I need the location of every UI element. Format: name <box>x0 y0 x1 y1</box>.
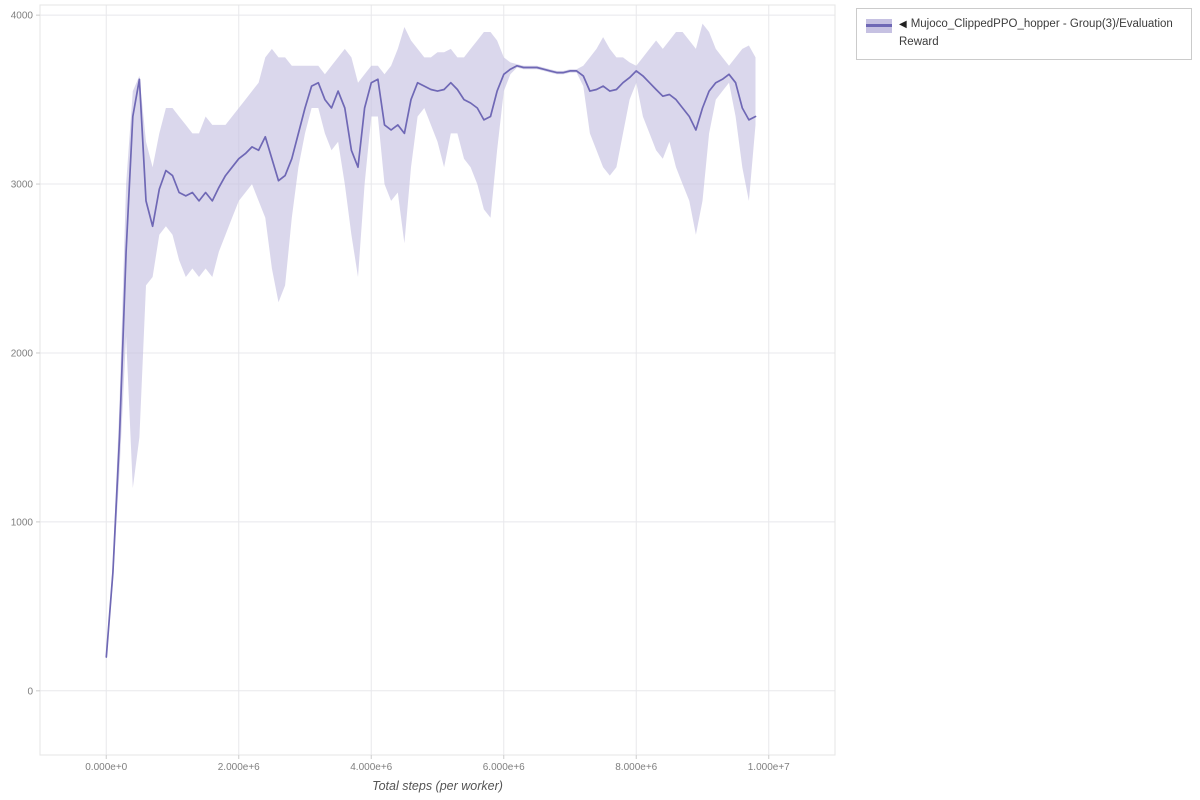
chart-canvas[interactable]: 0.000e+0 2.000e+6 4.000e+6 6.000e+6 8.000e+6… <box>0 0 845 800</box>
y-tick-label: 2000 <box>11 348 34 359</box>
x-tick-label: 2.000e+6 <box>218 762 260 773</box>
y-tick-label: 1000 <box>11 517 34 528</box>
x-tick-label: 6.000e+6 <box>483 762 525 773</box>
legend-swatch-band <box>866 19 892 33</box>
legend-arrow-icon: ◀ <box>899 19 907 30</box>
legend-swatch-line <box>866 24 892 27</box>
y-tick-label: 4000 <box>11 11 34 22</box>
x-tick-label: 1.000e+7 <box>748 762 790 773</box>
series-band <box>106 23 756 659</box>
x-tick-label: 0.000e+0 <box>85 762 127 773</box>
y-tick-label: 3000 <box>11 180 34 191</box>
legend[interactable]: ◀ Mujoco_ClippedPPO_hopper - Group(3)/Eva… <box>856 8 1192 60</box>
legend-label: ◀ Mujoco_ClippedPPO_hopper - Group(3)/Eva… <box>899 16 1182 52</box>
x-tick-label: 4.000e+6 <box>350 762 392 773</box>
y-tick-label: 0 <box>27 686 33 697</box>
series-line <box>105 64 757 658</box>
legend-label-text: Mujoco_ClippedPPO_hopper - Group(3)/Eval… <box>899 18 1173 48</box>
plot-outline <box>39 4 836 756</box>
x-axis-title: Total steps (per worker) <box>372 779 503 793</box>
x-tick-label: 8.000e+6 <box>615 762 657 773</box>
chart-svg[interactable]: 0.000e+0 2.000e+6 4.000e+6 6.000e+6 8.000e+6… <box>0 0 845 800</box>
